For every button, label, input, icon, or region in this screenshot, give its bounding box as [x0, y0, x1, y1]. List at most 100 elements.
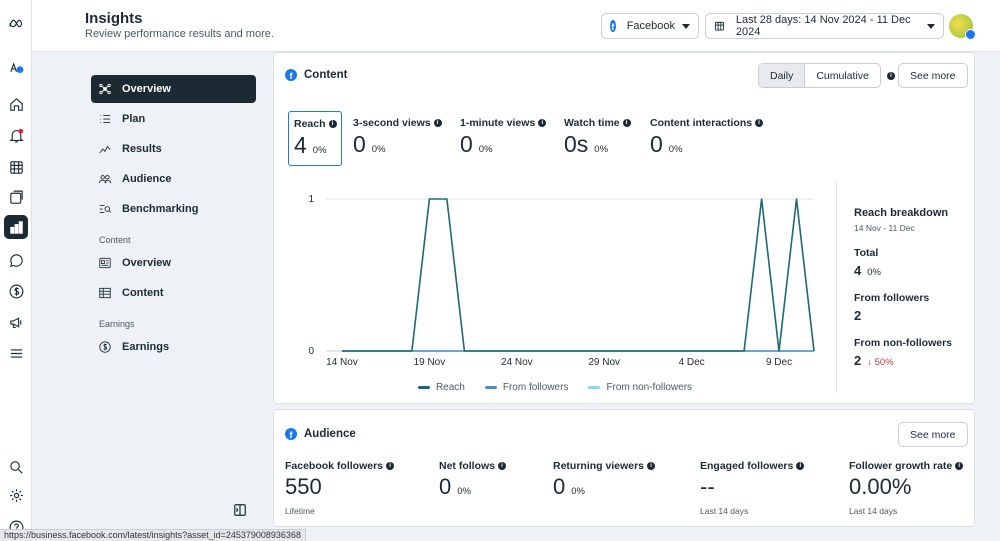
x-tick-label: 9 Dec [766, 357, 792, 368]
metric-pct: 0% [312, 145, 327, 156]
x-tick-label: 24 Nov [501, 357, 533, 368]
content-see-more-button[interactable]: See more [898, 63, 968, 88]
date-range-selector[interactable]: Last 28 days: 14 Nov 2024 - 11 Dec 2024 [705, 13, 944, 39]
metric-3-second-views[interactable]: 3-second views i 0 0% [353, 117, 442, 158]
breakdown-followers-value: 2 [854, 308, 862, 323]
metric-label: 1-minute views [460, 117, 536, 129]
insights-icon[interactable] [4, 215, 28, 239]
ads-icon[interactable] [4, 310, 28, 334]
y-tick-label: 1 [308, 194, 314, 205]
card-title-text: Audience [304, 428, 356, 440]
menu-icon[interactable] [4, 341, 28, 365]
info-icon[interactable]: i [386, 462, 395, 471]
metric-watch-time[interactable]: Watch time i 0s 0% [564, 117, 631, 158]
metric-reach[interactable]: Reach i 4 0% [288, 111, 342, 166]
info-icon[interactable]: i [647, 462, 656, 471]
info-icon[interactable]: i [433, 119, 442, 128]
metric-content-interactions[interactable]: Content interactions i 0 0% [650, 117, 764, 158]
trend-icon [99, 145, 111, 154]
collapse-sidebar-icon[interactable] [233, 503, 247, 517]
metric-returning-viewers[interactable]: Returning viewers i 0 0% [553, 460, 656, 500]
metric-pct: 0% [457, 486, 471, 497]
nav-item-label: Results [122, 143, 162, 155]
notifications-icon[interactable] [4, 123, 28, 147]
daily-toggle[interactable]: Daily [759, 64, 806, 87]
metric-label: Reach [294, 118, 326, 130]
nav-item-results[interactable]: Results [91, 135, 256, 163]
accounts-icon[interactable] [4, 55, 28, 79]
nav-item-content[interactable]: Content [91, 279, 256, 307]
legend-item-from-non-followers[interactable]: From non-followers [588, 382, 692, 393]
list-icon [100, 115, 111, 123]
info-icon[interactable]: i [622, 119, 631, 128]
legend-item-reach[interactable]: Reach [417, 382, 465, 393]
nav-item-audience[interactable]: Audience [91, 165, 256, 193]
info-icon[interactable]: i [887, 72, 895, 80]
newspaper-icon [99, 257, 111, 269]
info-icon[interactable]: i [498, 462, 507, 471]
settings-gear-icon[interactable] [4, 483, 28, 507]
breakdown-title: Reach breakdown [854, 207, 949, 219]
breakdown-nonfollowers-label: From non-followers [854, 337, 952, 349]
nav-item-plan[interactable]: Plan [91, 105, 256, 133]
content-card-title: f Content [285, 69, 347, 81]
nav-item-benchmarking[interactable]: Benchmarking [91, 195, 256, 223]
x-tick-label: 14 Nov [326, 357, 358, 368]
metric-label: Follower growth rate [849, 460, 953, 472]
insights-nav: Overview Plan Results Audience Benchmark… [91, 75, 256, 363]
metric-pct: 0% [478, 144, 493, 155]
info-icon[interactable]: i [796, 462, 805, 471]
info-icon[interactable]: i [538, 119, 547, 128]
metric-facebook-followers[interactable]: Facebook followers i 550 Lifetime [285, 460, 395, 516]
info-icon[interactable]: i [755, 119, 764, 128]
metric-net-follows[interactable]: Net follows i 0 0% [439, 460, 507, 500]
nav-item-earnings[interactable]: Earnings [91, 333, 256, 361]
planner-icon[interactable] [4, 155, 28, 179]
legend-label: Reach [435, 382, 465, 393]
meta-logo-icon[interactable] [4, 12, 28, 36]
nav-item-overview[interactable]: Overview [91, 75, 256, 103]
search-icon[interactable] [4, 455, 28, 479]
view-toggle: Daily Cumulative [758, 63, 881, 88]
info-icon[interactable]: i [328, 120, 337, 129]
page-subtitle: Review performance results and more. [85, 28, 274, 40]
breakdown-total-value: 4 [854, 263, 862, 278]
metric-sub: Lifetime [285, 506, 315, 516]
metric-pct: 0% [668, 144, 683, 155]
nav-item-label: Audience [122, 173, 172, 185]
metric-engaged-followers[interactable]: Engaged followers i -- Last 14 days [700, 460, 805, 516]
breakdown-total-label: Total [854, 247, 879, 259]
breakdown-followers-label: From followers [854, 292, 930, 304]
info-icon[interactable]: i [955, 462, 964, 471]
nav-item-label: Overview [122, 83, 171, 95]
facebook-icon: f [285, 428, 297, 440]
facebook-icon: f [610, 20, 616, 32]
metric-follower-growth-rate[interactable]: Follower growth rate i 0.00% Last 14 days [849, 460, 964, 516]
metric-label: Net follows [439, 460, 496, 472]
legend-label: From followers [502, 382, 569, 393]
audience-see-more-button[interactable]: See more [898, 422, 968, 447]
page-header: Insights Review performance results and … [32, 0, 1000, 52]
home-icon[interactable] [4, 92, 28, 116]
metric-value: 0 [353, 131, 366, 157]
platform-label: Facebook [626, 20, 675, 32]
metric-value: 0 [439, 474, 452, 499]
monetization-icon[interactable] [4, 279, 28, 303]
cumulative-toggle[interactable]: Cumulative [816, 69, 869, 82]
page-title: Insights [85, 10, 143, 27]
audience-card: f Audience See more Facebook followers i … [273, 409, 975, 527]
table-icon [99, 287, 111, 299]
content-card: f Content Daily Cumulative i See more Re… [273, 52, 975, 404]
metric-1-minute-views[interactable]: 1-minute views i 0 0% [460, 117, 547, 158]
metric-value: -- [700, 474, 715, 499]
avatar[interactable] [949, 14, 976, 40]
content-library-icon[interactable] [4, 185, 28, 209]
platform-selector[interactable]: f Facebook [601, 13, 699, 39]
legend-item-from-followers[interactable]: From followers [484, 382, 569, 393]
metric-sub: Last 14 days [700, 506, 749, 516]
chevron-down-icon [682, 23, 690, 29]
calendar-icon [714, 21, 725, 31]
metric-pct: 0% [594, 144, 609, 155]
nav-item-content-overview[interactable]: Overview [91, 249, 256, 277]
inbox-icon[interactable] [4, 248, 28, 272]
